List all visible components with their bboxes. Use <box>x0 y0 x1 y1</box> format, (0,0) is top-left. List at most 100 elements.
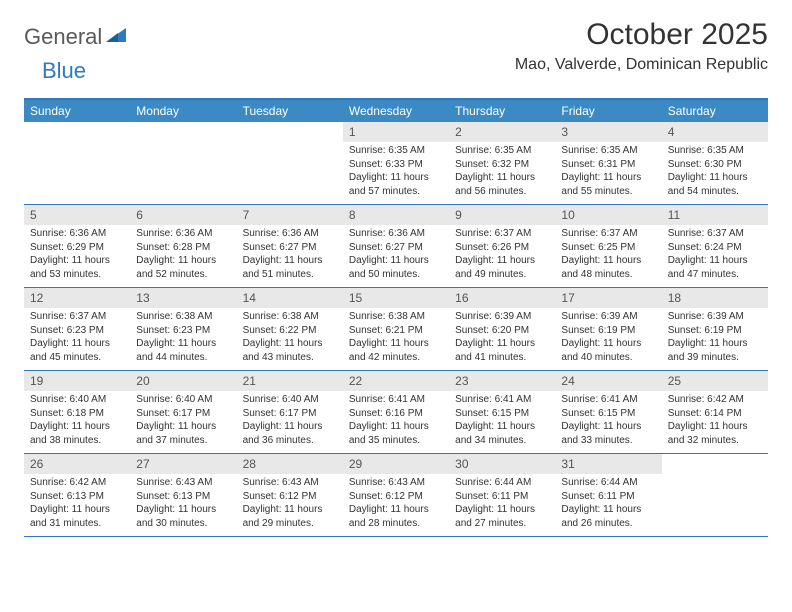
day-line: Sunrise: 6:35 AM <box>349 144 443 158</box>
day-line: and 41 minutes. <box>455 351 549 365</box>
day-cell: 26Sunrise: 6:42 AMSunset: 6:13 PMDayligh… <box>24 454 130 536</box>
day-cell: 9Sunrise: 6:37 AMSunset: 6:26 PMDaylight… <box>449 205 555 287</box>
day-body: Sunrise: 6:35 AMSunset: 6:30 PMDaylight:… <box>662 144 768 198</box>
day-line: Sunrise: 6:43 AM <box>349 476 443 490</box>
calendar-grid: SundayMondayTuesdayWednesdayThursdayFrid… <box>24 98 768 537</box>
day-body: Sunrise: 6:42 AMSunset: 6:14 PMDaylight:… <box>662 393 768 447</box>
day-cell: 7Sunrise: 6:36 AMSunset: 6:27 PMDaylight… <box>237 205 343 287</box>
day-number: 11 <box>662 205 768 225</box>
day-line: and 44 minutes. <box>136 351 230 365</box>
day-cell: 21Sunrise: 6:40 AMSunset: 6:17 PMDayligh… <box>237 371 343 453</box>
day-cell: 11Sunrise: 6:37 AMSunset: 6:24 PMDayligh… <box>662 205 768 287</box>
day-number: 16 <box>449 288 555 308</box>
day-cell: 4Sunrise: 6:35 AMSunset: 6:30 PMDaylight… <box>662 122 768 204</box>
day-cell: 17Sunrise: 6:39 AMSunset: 6:19 PMDayligh… <box>555 288 661 370</box>
day-line: Daylight: 11 hours <box>561 420 655 434</box>
dow-cell: Thursday <box>449 100 555 122</box>
day-body: Sunrise: 6:36 AMSunset: 6:28 PMDaylight:… <box>130 227 236 281</box>
day-line: Sunset: 6:21 PM <box>349 324 443 338</box>
day-line: Sunset: 6:17 PM <box>243 407 337 421</box>
day-line: Daylight: 11 hours <box>30 503 124 517</box>
day-line: Sunrise: 6:35 AM <box>455 144 549 158</box>
dow-cell: Monday <box>130 100 236 122</box>
day-cell: 24Sunrise: 6:41 AMSunset: 6:15 PMDayligh… <box>555 371 661 453</box>
day-line: Sunrise: 6:42 AM <box>30 476 124 490</box>
day-line: Sunset: 6:13 PM <box>136 490 230 504</box>
day-number: 26 <box>24 454 130 474</box>
day-line: Sunset: 6:15 PM <box>561 407 655 421</box>
day-line: Sunrise: 6:39 AM <box>561 310 655 324</box>
day-line: Sunset: 6:18 PM <box>30 407 124 421</box>
day-cell <box>237 122 343 204</box>
day-body: Sunrise: 6:35 AMSunset: 6:33 PMDaylight:… <box>343 144 449 198</box>
day-line: and 47 minutes. <box>668 268 762 282</box>
day-line: Daylight: 11 hours <box>243 254 337 268</box>
day-number: 13 <box>130 288 236 308</box>
day-cell: 19Sunrise: 6:40 AMSunset: 6:18 PMDayligh… <box>24 371 130 453</box>
day-number: 27 <box>130 454 236 474</box>
day-cell: 16Sunrise: 6:39 AMSunset: 6:20 PMDayligh… <box>449 288 555 370</box>
day-number: 22 <box>343 371 449 391</box>
day-line: and 49 minutes. <box>455 268 549 282</box>
dow-cell: Friday <box>555 100 661 122</box>
day-cell: 30Sunrise: 6:44 AMSunset: 6:11 PMDayligh… <box>449 454 555 536</box>
day-line: and 32 minutes. <box>668 434 762 448</box>
day-line: Sunrise: 6:43 AM <box>243 476 337 490</box>
day-line: Sunset: 6:22 PM <box>243 324 337 338</box>
day-body: Sunrise: 6:36 AMSunset: 6:29 PMDaylight:… <box>24 227 130 281</box>
day-line: Sunrise: 6:38 AM <box>243 310 337 324</box>
day-line: Sunrise: 6:42 AM <box>668 393 762 407</box>
day-line: and 39 minutes. <box>668 351 762 365</box>
day-body: Sunrise: 6:37 AMSunset: 6:23 PMDaylight:… <box>24 310 130 364</box>
day-line: Sunrise: 6:37 AM <box>455 227 549 241</box>
day-body: Sunrise: 6:38 AMSunset: 6:22 PMDaylight:… <box>237 310 343 364</box>
day-line: Daylight: 11 hours <box>668 420 762 434</box>
day-line: and 54 minutes. <box>668 185 762 199</box>
day-number: 21 <box>237 371 343 391</box>
day-line: Daylight: 11 hours <box>243 420 337 434</box>
day-line: Sunset: 6:25 PM <box>561 241 655 255</box>
day-line: Sunrise: 6:35 AM <box>668 144 762 158</box>
day-line: Sunrise: 6:41 AM <box>455 393 549 407</box>
day-body: Sunrise: 6:42 AMSunset: 6:13 PMDaylight:… <box>24 476 130 530</box>
day-cell: 13Sunrise: 6:38 AMSunset: 6:23 PMDayligh… <box>130 288 236 370</box>
day-line: Daylight: 11 hours <box>349 503 443 517</box>
week-row: 1Sunrise: 6:35 AMSunset: 6:33 PMDaylight… <box>24 122 768 205</box>
day-cell: 10Sunrise: 6:37 AMSunset: 6:25 PMDayligh… <box>555 205 661 287</box>
day-line: and 30 minutes. <box>136 517 230 531</box>
day-line: and 33 minutes. <box>561 434 655 448</box>
logo-text-general: General <box>24 24 102 50</box>
day-line: Sunrise: 6:41 AM <box>561 393 655 407</box>
day-cell <box>662 454 768 536</box>
dow-cell: Sunday <box>24 100 130 122</box>
day-number: 19 <box>24 371 130 391</box>
day-line: Sunset: 6:11 PM <box>561 490 655 504</box>
title-block: October 2025 Mao, Valverde, Dominican Re… <box>515 18 768 74</box>
day-number: 15 <box>343 288 449 308</box>
day-number: 30 <box>449 454 555 474</box>
day-line: Sunrise: 6:36 AM <box>30 227 124 241</box>
day-cell: 25Sunrise: 6:42 AMSunset: 6:14 PMDayligh… <box>662 371 768 453</box>
day-line: Sunset: 6:17 PM <box>136 407 230 421</box>
day-line: Daylight: 11 hours <box>349 337 443 351</box>
day-line: Sunset: 6:12 PM <box>349 490 443 504</box>
day-line: Sunrise: 6:44 AM <box>455 476 549 490</box>
day-line: Daylight: 11 hours <box>561 171 655 185</box>
day-number: 1 <box>343 122 449 142</box>
day-number: 23 <box>449 371 555 391</box>
day-body: Sunrise: 6:35 AMSunset: 6:31 PMDaylight:… <box>555 144 661 198</box>
day-number: 18 <box>662 288 768 308</box>
day-line: Daylight: 11 hours <box>243 503 337 517</box>
day-line: Sunset: 6:24 PM <box>668 241 762 255</box>
day-cell: 5Sunrise: 6:36 AMSunset: 6:29 PMDaylight… <box>24 205 130 287</box>
day-cell: 6Sunrise: 6:36 AMSunset: 6:28 PMDaylight… <box>130 205 236 287</box>
day-line: Sunrise: 6:44 AM <box>561 476 655 490</box>
day-number: 12 <box>24 288 130 308</box>
day-body: Sunrise: 6:43 AMSunset: 6:13 PMDaylight:… <box>130 476 236 530</box>
day-line: Sunrise: 6:36 AM <box>349 227 443 241</box>
week-row: 12Sunrise: 6:37 AMSunset: 6:23 PMDayligh… <box>24 288 768 371</box>
day-cell: 2Sunrise: 6:35 AMSunset: 6:32 PMDaylight… <box>449 122 555 204</box>
day-line: Daylight: 11 hours <box>561 254 655 268</box>
day-line: Sunset: 6:33 PM <box>349 158 443 172</box>
location-label: Mao, Valverde, Dominican Republic <box>515 56 768 74</box>
